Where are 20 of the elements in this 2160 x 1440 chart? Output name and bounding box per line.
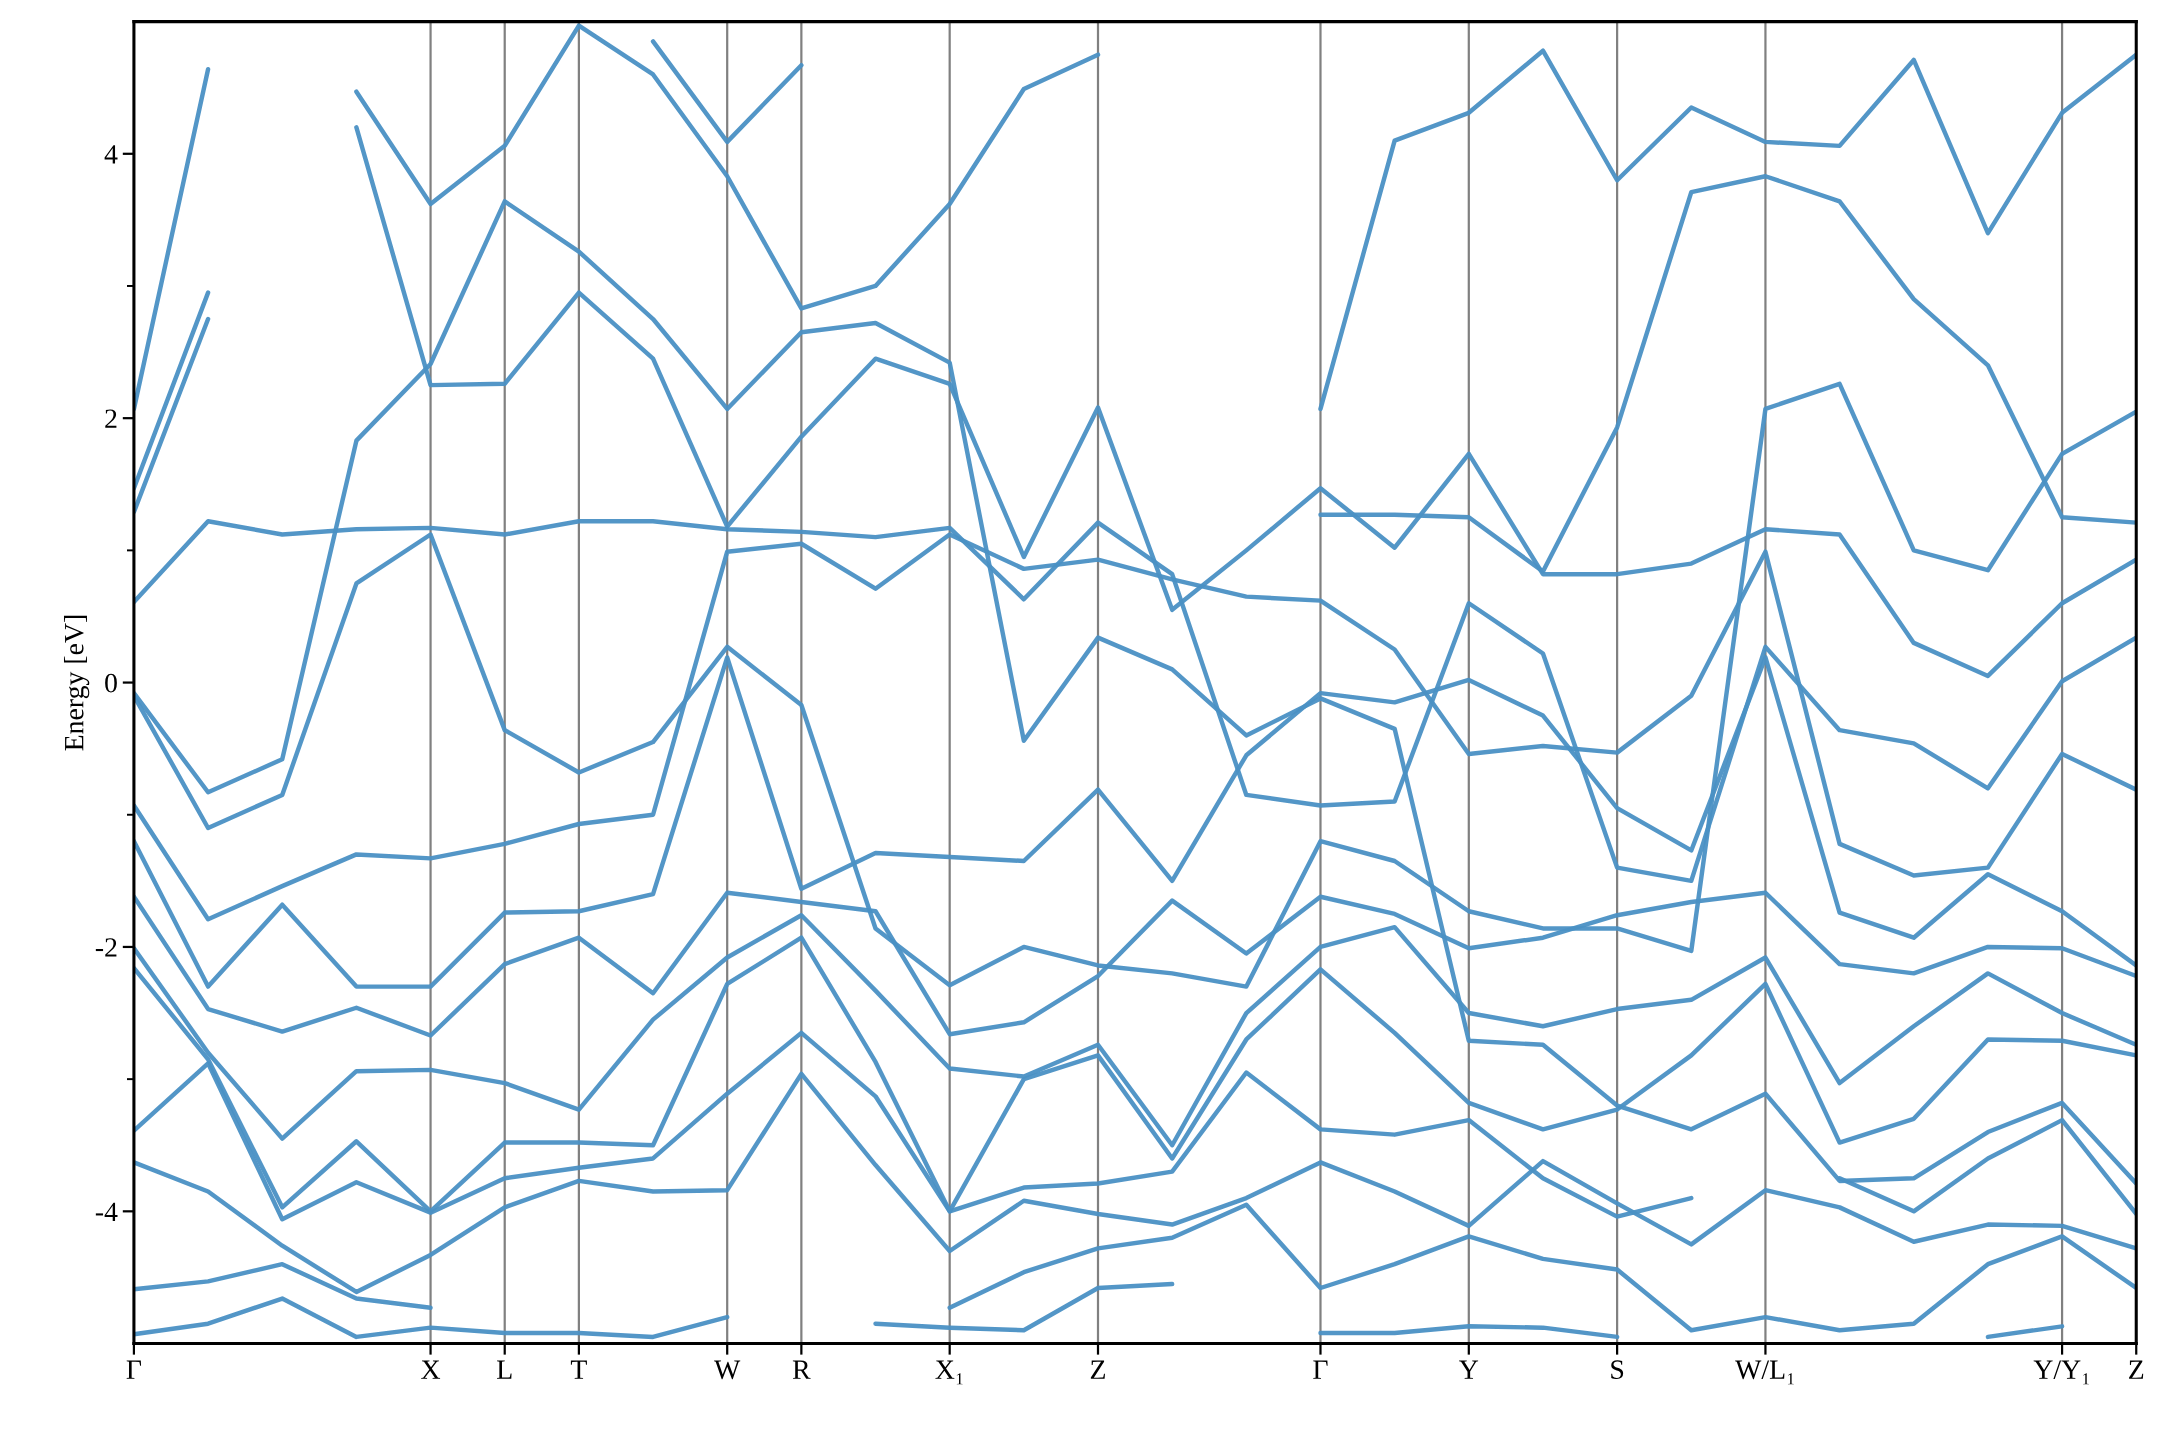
x-tick-label: X	[421, 1360, 441, 1379]
x-tick-label: T	[570, 1360, 587, 1379]
x-tick-label: L	[497, 1360, 512, 1379]
x-tick-label: S	[1611, 1360, 1624, 1380]
y-tick-label: -4	[95, 1202, 118, 1221]
y-tick-label: -2	[95, 938, 117, 957]
y-tick-label: 2	[105, 409, 117, 428]
x-tick-label: Z	[2129, 1360, 2144, 1379]
x-tick-label: W	[714, 1360, 741, 1380]
x-tick-label: X₁	[935, 1360, 963, 1385]
x-tick-label: R	[792, 1360, 811, 1379]
x-tick-label: Y/Y₁	[2033, 1360, 2089, 1385]
x-tick-label: Γ	[126, 1360, 142, 1379]
x-tick-label: Y	[1459, 1360, 1479, 1379]
x-tick-label: Z	[1090, 1360, 1105, 1379]
y-tick-label: 4	[104, 145, 118, 164]
y-tick-label: 0	[105, 673, 117, 693]
x-tick-label: W/L₁	[1735, 1360, 1794, 1385]
x-tick-label: Γ	[1313, 1360, 1328, 1379]
y-axis-title: Energy [eV]	[63, 615, 90, 751]
